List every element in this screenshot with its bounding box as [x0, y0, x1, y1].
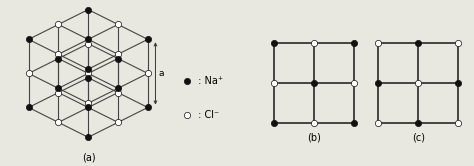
- Text: (b): (b): [307, 133, 321, 143]
- Text: : Na⁺: : Na⁺: [195, 76, 224, 86]
- Text: a: a: [159, 69, 164, 78]
- Text: (c): (c): [412, 133, 425, 143]
- Text: : Cl⁻: : Cl⁻: [195, 110, 219, 120]
- Text: (a): (a): [82, 153, 96, 163]
